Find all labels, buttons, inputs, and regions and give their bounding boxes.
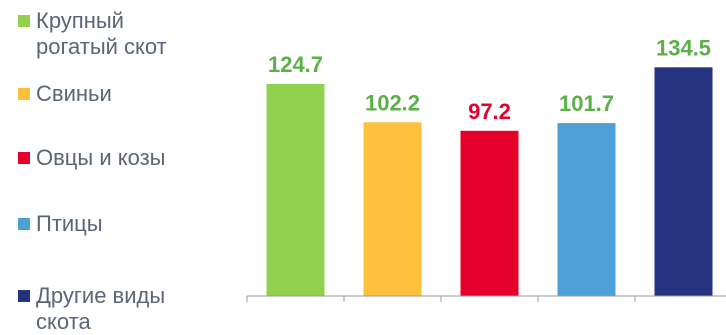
bar-value-label-2: 102.2 [365, 90, 420, 115]
bar-3 [460, 130, 519, 296]
legend-item-pigs: Свиньи [18, 81, 238, 107]
legend-swatch-poultry [18, 218, 30, 230]
legend-label-other-livestock: Другие виды скота [36, 283, 166, 334]
legend-swatch-sheep-goats [18, 152, 30, 164]
legend-item-other-livestock: Другие виды скота [18, 283, 238, 335]
bar-value-label-5: 134.5 [656, 35, 711, 60]
legend-item-sheep-goats: Овцы и козы [18, 145, 238, 171]
bar-1 [266, 84, 325, 296]
bar-value-label-4: 101.7 [559, 91, 614, 116]
bar-4 [557, 123, 616, 296]
value-labels-layer: 124.7 102.2 97.2 101.7 134.5 [268, 35, 711, 124]
bar-2 [363, 122, 422, 296]
bars-layer [266, 67, 713, 296]
legend-swatch-cattle [18, 15, 30, 27]
x-axis [246, 295, 726, 302]
chart-legend: Крупный рогатый скот Свиньи Овцы и козы … [0, 0, 240, 335]
legend-item-poultry: Птицы [18, 211, 238, 237]
legend-label-pigs: Свиньи [36, 81, 112, 106]
legend-label-poultry: Птицы [36, 211, 103, 236]
legend-label-cattle: Крупный рогатый скот [36, 8, 167, 59]
legend-swatch-other-livestock [18, 290, 30, 302]
bar-value-label-1: 124.7 [268, 52, 323, 77]
legend-label-sheep-goats: Овцы и козы [36, 145, 166, 170]
bar-value-label-3: 97.2 [468, 99, 511, 124]
legend-item-cattle: Крупный рогатый скот [18, 8, 238, 60]
legend-swatch-pigs [18, 88, 30, 100]
bar-5 [654, 67, 713, 296]
